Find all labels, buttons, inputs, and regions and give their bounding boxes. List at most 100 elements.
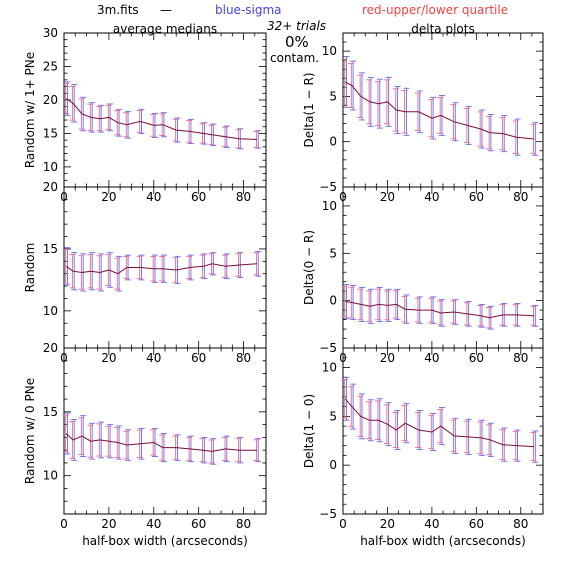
sigma-error-bar: [64, 247, 71, 286]
plot-frame: [342, 347, 544, 515]
median-series-line: [65, 433, 257, 452]
sigma-error-bar: [403, 403, 410, 444]
sigma-error-bar: [532, 122, 539, 156]
header-file: 3m.fits: [97, 3, 139, 17]
x-tick-label: 80: [236, 351, 251, 365]
sigma-error-bar: [358, 393, 365, 440]
plot-frame: [63, 347, 267, 515]
y-tick-label: 10: [43, 469, 58, 483]
x-tick-label: 20: [101, 351, 116, 365]
y-tick-label: 10: [322, 361, 337, 375]
median-series-line: [65, 263, 258, 275]
sigma-error-bar: [80, 415, 87, 457]
x-axis-label: half-box width (arcseconds): [360, 534, 526, 548]
quartile-error-bar: [341, 58, 348, 106]
quartile-error-bar: [78, 98, 85, 130]
x-tick-label: 60: [191, 351, 206, 365]
sigma-error-bar: [255, 250, 262, 277]
y-tick-label: 0: [329, 294, 337, 308]
y-tick-label: −5: [319, 507, 337, 521]
plot-frame: [63, 32, 267, 188]
trials-note: 32+ trials: [267, 19, 327, 33]
contamination-label: contam.: [270, 51, 320, 65]
left-column-title: average medians: [112, 22, 218, 36]
sigma-error-bar: [255, 438, 262, 463]
x-tick-label: 20: [380, 190, 395, 204]
sigma-error-bar: [350, 383, 357, 430]
sigma-error-bar: [532, 430, 539, 463]
y-tick-label: 5: [329, 246, 337, 260]
quartile-error-bar: [341, 378, 348, 419]
sigma-error-bar: [394, 288, 401, 321]
y-tick-label: 10: [322, 199, 337, 213]
y-tick-label: 0: [329, 458, 337, 472]
sigma-error-bar: [71, 84, 78, 123]
median-series-line: [344, 398, 535, 448]
sigma-error-bar: [532, 304, 539, 327]
y-tick-label: 25: [43, 59, 58, 73]
sigma-error-bar: [64, 81, 71, 116]
x-tick-label: 60: [191, 190, 206, 204]
y-axis-label: Delta(1 − R): [302, 72, 316, 147]
sigma-error-bar: [255, 130, 262, 149]
sigma-error-bar: [107, 103, 114, 132]
y-tick-label: 30: [43, 26, 58, 40]
x-tick-label: 80: [236, 517, 251, 531]
x-tick-label: 40: [424, 517, 439, 531]
x-tick-label: 20: [380, 351, 395, 365]
y-tick-label: 20: [43, 93, 58, 107]
sigma-error-bar: [430, 412, 437, 451]
x-tick-label: 80: [513, 351, 528, 365]
sigma-error-bar: [385, 76, 392, 127]
y-tick-label: 10: [322, 44, 337, 58]
median-series-line: [65, 98, 258, 140]
sigma-error-bar: [116, 255, 123, 292]
sigma-error-bar: [64, 412, 71, 455]
y-axis-label: Random w/ 0 PNe: [23, 378, 37, 484]
median-series-line: [345, 301, 535, 319]
sigma-error-bar: [394, 410, 401, 451]
y-tick-label: 5: [329, 409, 337, 423]
x-tick-label: 80: [513, 190, 528, 204]
y-axis-label: Random w/ 1+ PNe: [23, 52, 37, 168]
x-tick-label: 20: [380, 517, 395, 531]
y-tick-label: 10: [43, 304, 58, 318]
sigma-error-bar: [438, 407, 445, 446]
quartile-error-bar: [62, 414, 69, 453]
plot-frame: [342, 186, 544, 349]
x-tick-label: 80: [236, 190, 251, 204]
y-tick-label: −5: [319, 180, 337, 194]
header-quartile-legend: red-upper/lower quartile: [362, 3, 509, 17]
y-axis-label: Delta(0 − R): [302, 230, 316, 305]
y-tick-label: 15: [43, 126, 58, 140]
y-tick-label: 5: [329, 89, 337, 103]
x-tick-label: 40: [146, 517, 161, 531]
y-tick-label: 0: [329, 135, 337, 149]
x-tick-label: 0: [339, 517, 347, 531]
y-tick-label: −5: [319, 341, 337, 355]
quartile-error-bar: [62, 249, 69, 284]
sigma-error-bar: [376, 398, 383, 443]
x-tick-label: 60: [191, 517, 206, 531]
sigma-error-bar: [358, 72, 365, 121]
x-axis-label: half-box width (arcseconds): [82, 534, 248, 548]
x-tick-label: 40: [146, 351, 161, 365]
x-tick-label: 60: [469, 517, 484, 531]
right-column-title: delta plots: [411, 22, 475, 36]
header-sigma-legend: blue-sigma: [215, 3, 282, 17]
x-tick-label: 40: [146, 190, 161, 204]
y-tick-label: 10: [43, 160, 58, 174]
quartile-error-bar: [341, 285, 348, 318]
sigma-error-bar: [385, 402, 392, 447]
header-dash: —: [160, 3, 172, 17]
x-tick-label: 60: [469, 351, 484, 365]
x-tick-label: 0: [60, 517, 68, 531]
median-series-line: [344, 81, 535, 140]
sigma-error-bar: [350, 60, 357, 111]
plot-frame: [342, 32, 544, 188]
